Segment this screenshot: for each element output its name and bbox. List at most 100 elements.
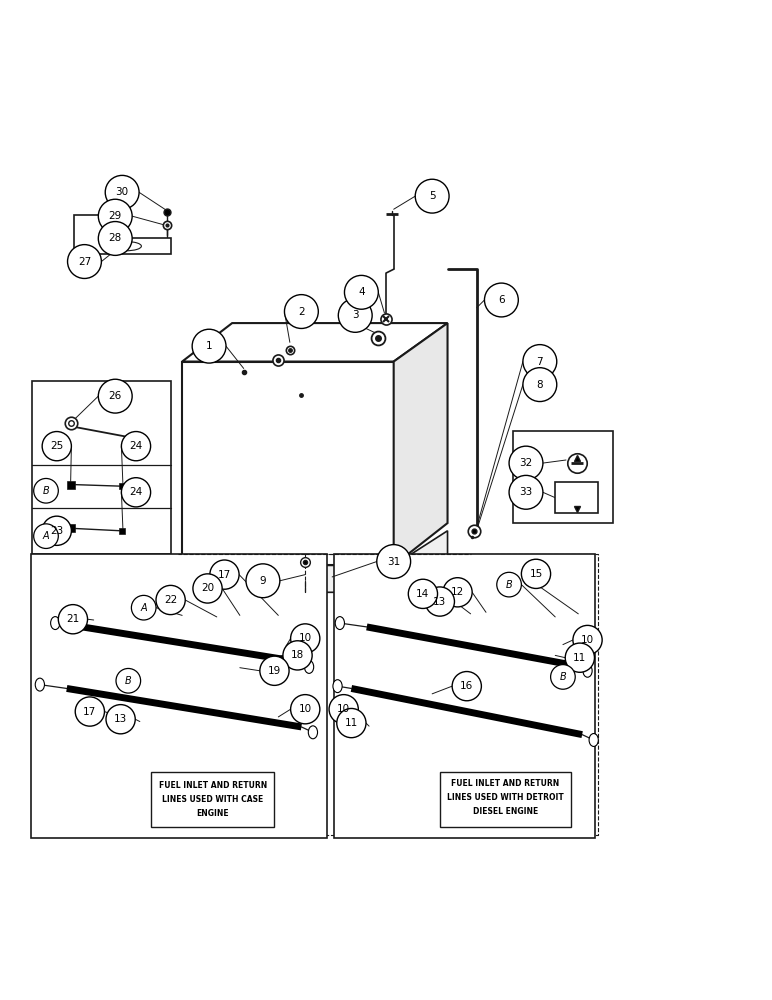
Circle shape bbox=[42, 432, 71, 461]
Circle shape bbox=[98, 222, 132, 255]
Circle shape bbox=[496, 572, 521, 597]
Circle shape bbox=[565, 643, 594, 672]
Circle shape bbox=[116, 668, 141, 693]
Circle shape bbox=[485, 283, 518, 317]
Text: B: B bbox=[506, 580, 513, 590]
Circle shape bbox=[283, 641, 312, 670]
Circle shape bbox=[246, 564, 279, 598]
Text: B: B bbox=[42, 486, 49, 496]
Polygon shape bbox=[182, 362, 394, 565]
Text: 31: 31 bbox=[387, 557, 401, 567]
Circle shape bbox=[42, 516, 71, 545]
Circle shape bbox=[67, 245, 101, 278]
Text: 4: 4 bbox=[358, 287, 364, 297]
Text: 30: 30 bbox=[116, 187, 129, 197]
Text: 11: 11 bbox=[574, 653, 587, 663]
Circle shape bbox=[105, 175, 139, 209]
Text: 29: 29 bbox=[109, 211, 122, 221]
Circle shape bbox=[121, 432, 151, 461]
Text: 32: 32 bbox=[520, 458, 533, 468]
Circle shape bbox=[408, 579, 438, 608]
Circle shape bbox=[290, 695, 320, 724]
Text: 8: 8 bbox=[537, 380, 543, 390]
Text: 10: 10 bbox=[581, 635, 594, 645]
Circle shape bbox=[131, 595, 156, 620]
Ellipse shape bbox=[335, 617, 344, 630]
Ellipse shape bbox=[110, 242, 141, 251]
Bar bbox=[440, 772, 571, 827]
Circle shape bbox=[509, 446, 543, 480]
Bar bbox=[555, 482, 598, 513]
Text: 22: 22 bbox=[164, 595, 178, 605]
Text: 17: 17 bbox=[83, 707, 96, 717]
Text: 27: 27 bbox=[78, 257, 91, 267]
Ellipse shape bbox=[589, 734, 598, 746]
Text: 14: 14 bbox=[416, 589, 429, 599]
Circle shape bbox=[34, 524, 59, 548]
Circle shape bbox=[425, 587, 455, 616]
Text: 10: 10 bbox=[337, 704, 350, 714]
Text: 10: 10 bbox=[299, 633, 312, 643]
Circle shape bbox=[415, 179, 449, 213]
Text: 24: 24 bbox=[130, 441, 143, 451]
Text: 21: 21 bbox=[66, 614, 80, 624]
Circle shape bbox=[550, 665, 575, 689]
Circle shape bbox=[337, 708, 366, 738]
Text: 11: 11 bbox=[345, 718, 358, 728]
Bar bbox=[32, 381, 171, 554]
Text: 9: 9 bbox=[259, 576, 266, 586]
Circle shape bbox=[443, 578, 472, 607]
Text: 12: 12 bbox=[451, 587, 464, 597]
Ellipse shape bbox=[308, 726, 317, 739]
Bar bbox=[151, 772, 275, 827]
Polygon shape bbox=[394, 323, 448, 565]
Text: 20: 20 bbox=[201, 583, 214, 593]
Text: 33: 33 bbox=[520, 487, 533, 497]
Bar bbox=[513, 431, 613, 523]
Circle shape bbox=[75, 697, 104, 726]
Circle shape bbox=[521, 559, 550, 588]
Text: 7: 7 bbox=[537, 357, 543, 367]
Text: FUEL INLET AND RETURN: FUEL INLET AND RETURN bbox=[159, 781, 267, 790]
Text: FUEL INLET AND RETURN: FUEL INLET AND RETURN bbox=[451, 779, 560, 788]
Circle shape bbox=[156, 585, 185, 615]
Circle shape bbox=[290, 624, 320, 653]
Ellipse shape bbox=[304, 660, 313, 673]
Text: B: B bbox=[560, 672, 567, 682]
Text: LINES USED WITH CASE: LINES USED WITH CASE bbox=[162, 795, 263, 804]
Circle shape bbox=[338, 298, 372, 332]
Bar bbox=[31, 554, 327, 838]
Circle shape bbox=[329, 695, 358, 724]
Text: 13: 13 bbox=[114, 714, 127, 724]
Text: 24: 24 bbox=[130, 487, 143, 497]
Text: DIESEL ENGINE: DIESEL ENGINE bbox=[472, 807, 538, 816]
Text: 23: 23 bbox=[50, 526, 63, 536]
Text: 1: 1 bbox=[206, 341, 212, 351]
Text: B: B bbox=[125, 676, 132, 686]
Text: 19: 19 bbox=[268, 666, 281, 676]
Text: A: A bbox=[141, 603, 147, 613]
Polygon shape bbox=[74, 215, 171, 254]
Text: 25: 25 bbox=[50, 441, 63, 451]
Circle shape bbox=[121, 478, 151, 507]
Circle shape bbox=[377, 545, 411, 578]
Circle shape bbox=[210, 560, 239, 589]
Circle shape bbox=[523, 368, 557, 402]
Circle shape bbox=[59, 605, 87, 634]
Ellipse shape bbox=[36, 678, 45, 691]
Circle shape bbox=[523, 345, 557, 378]
Circle shape bbox=[509, 475, 543, 509]
Circle shape bbox=[260, 656, 289, 685]
Text: 16: 16 bbox=[460, 681, 473, 691]
Text: 3: 3 bbox=[352, 310, 358, 320]
Circle shape bbox=[192, 329, 226, 363]
Ellipse shape bbox=[51, 617, 60, 630]
Polygon shape bbox=[113, 531, 448, 592]
Text: 2: 2 bbox=[298, 307, 305, 317]
Circle shape bbox=[98, 379, 132, 413]
Circle shape bbox=[573, 625, 602, 655]
Ellipse shape bbox=[244, 568, 325, 590]
Circle shape bbox=[284, 295, 318, 328]
Text: 13: 13 bbox=[433, 597, 446, 607]
Ellipse shape bbox=[583, 664, 592, 677]
